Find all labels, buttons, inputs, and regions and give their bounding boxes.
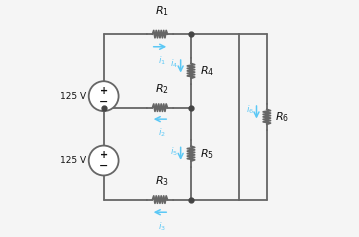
Text: 125 V: 125 V [60,92,87,101]
Text: $R_5$: $R_5$ [200,147,214,160]
Text: $R_4$: $R_4$ [200,64,214,78]
Text: −: − [99,96,108,106]
Text: $i_2$: $i_2$ [158,126,166,139]
Text: $i_5$: $i_5$ [171,145,178,158]
Text: $R_1$: $R_1$ [155,4,169,18]
Text: $i_6$: $i_6$ [246,104,254,116]
Circle shape [89,146,118,175]
Text: +: + [99,86,108,96]
Text: $i_3$: $i_3$ [158,220,166,233]
Text: −: − [99,161,108,171]
Text: $i_1$: $i_1$ [158,55,166,67]
Text: $R_6$: $R_6$ [275,110,289,124]
Text: $i_4$: $i_4$ [170,58,178,70]
Text: 125 V: 125 V [60,156,87,165]
Text: +: + [99,150,108,160]
Text: $R_3$: $R_3$ [155,174,169,188]
Circle shape [89,81,118,111]
Text: $R_2$: $R_2$ [155,82,169,96]
